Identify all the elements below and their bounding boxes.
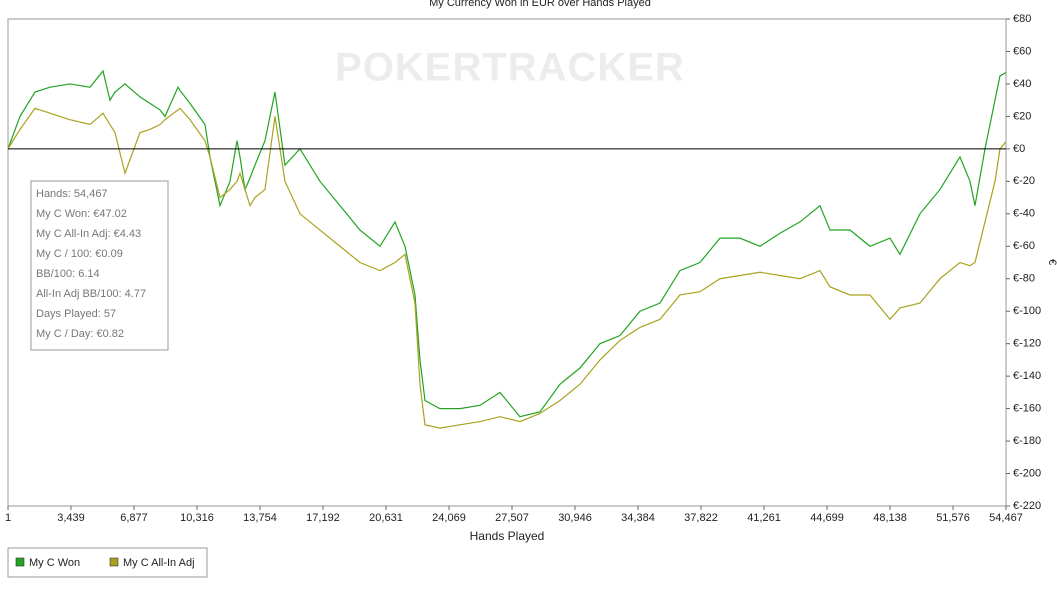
legend [7, 547, 208, 578]
x-tick-label: 54,467 [989, 512, 1023, 524]
y-tick-label: €-60 [1013, 240, 1035, 252]
info-line: My C All-In Adj: €4.43 [36, 228, 141, 240]
watermark: POKERTRACKER [335, 46, 685, 90]
legend-swatch [15, 557, 25, 567]
y-tick-label: €80 [1013, 13, 1031, 25]
x-tick-label: 51,576 [936, 512, 970, 524]
info-line: My C / 100: €0.09 [36, 248, 123, 260]
x-tick-label: 6,877 [120, 512, 148, 524]
x-tick-label: 27,507 [495, 512, 529, 524]
y-tick-label: €-140 [1013, 370, 1041, 382]
x-tick-label: 48,138 [873, 512, 907, 524]
x-tick-label: 30,946 [558, 512, 592, 524]
y-tick-label: €40 [1013, 78, 1031, 90]
y-tick-label: €-180 [1013, 435, 1041, 447]
x-tick-label: 20,631 [369, 512, 403, 524]
info-box [30, 180, 169, 351]
legend-label: My C All-In Adj [123, 557, 195, 569]
info-line: My C Won: €47.02 [36, 208, 127, 220]
series-line [7, 107, 1007, 429]
x-axis-label: Hands Played [470, 529, 545, 543]
x-tick-label: 17,192 [306, 512, 340, 524]
y-tick-label: €60 [1013, 45, 1031, 57]
y-tick-label: €-40 [1013, 208, 1035, 220]
y-tick-label: €-20 [1013, 175, 1035, 187]
y-tick-label: €20 [1013, 110, 1031, 122]
y-tick-label: €-200 [1013, 467, 1041, 479]
info-line: Days Played: 57 [36, 308, 116, 320]
x-tick-label: 10,316 [180, 512, 214, 524]
x-tick-label: 37,822 [684, 512, 718, 524]
chart-title: My Currency Won in EUR over Hands Played [429, 0, 651, 9]
x-tick-label: 13,754 [243, 512, 277, 524]
y-tick-label: €-220 [1013, 500, 1041, 512]
x-tick-label: 34,384 [621, 512, 655, 524]
info-line: Hands: 54,467 [36, 188, 108, 200]
y-tick-label: €-100 [1013, 305, 1041, 317]
y-tick-label: €0 [1013, 143, 1025, 155]
x-tick-label: 24,069 [432, 512, 466, 524]
y-tick-label: €-80 [1013, 273, 1035, 285]
info-line: All-In Adj BB/100: 4.77 [36, 288, 146, 300]
y-tick-label: €-120 [1013, 338, 1041, 350]
info-line: My C / Day: €0.82 [36, 328, 124, 340]
info-line: BB/100: 6.14 [36, 268, 100, 280]
x-tick-label: 44,699 [810, 512, 844, 524]
x-tick-label: 3,439 [57, 512, 85, 524]
plot-frame [7, 18, 1007, 507]
series-line [7, 69, 1007, 418]
y-axis-label: € [1046, 259, 1057, 265]
y-tick-label: €-160 [1013, 403, 1041, 415]
legend-swatch [109, 557, 119, 567]
x-tick-label: 41,261 [747, 512, 781, 524]
x-tick-label: 1 [5, 512, 11, 524]
legend-label: My C Won [29, 557, 80, 569]
